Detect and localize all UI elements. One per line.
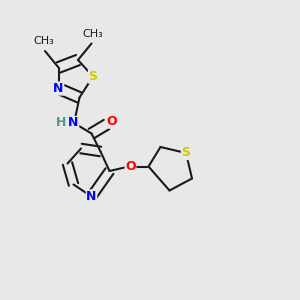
Text: CH₃: CH₃ — [82, 29, 103, 39]
Text: S: S — [182, 146, 190, 160]
Text: CH₃: CH₃ — [33, 37, 54, 46]
Text: N: N — [86, 190, 97, 203]
Text: S: S — [88, 70, 98, 83]
Text: H: H — [56, 116, 67, 130]
Text: O: O — [125, 160, 136, 173]
Text: O: O — [106, 115, 117, 128]
Text: N: N — [68, 116, 79, 130]
Text: N: N — [53, 82, 64, 95]
